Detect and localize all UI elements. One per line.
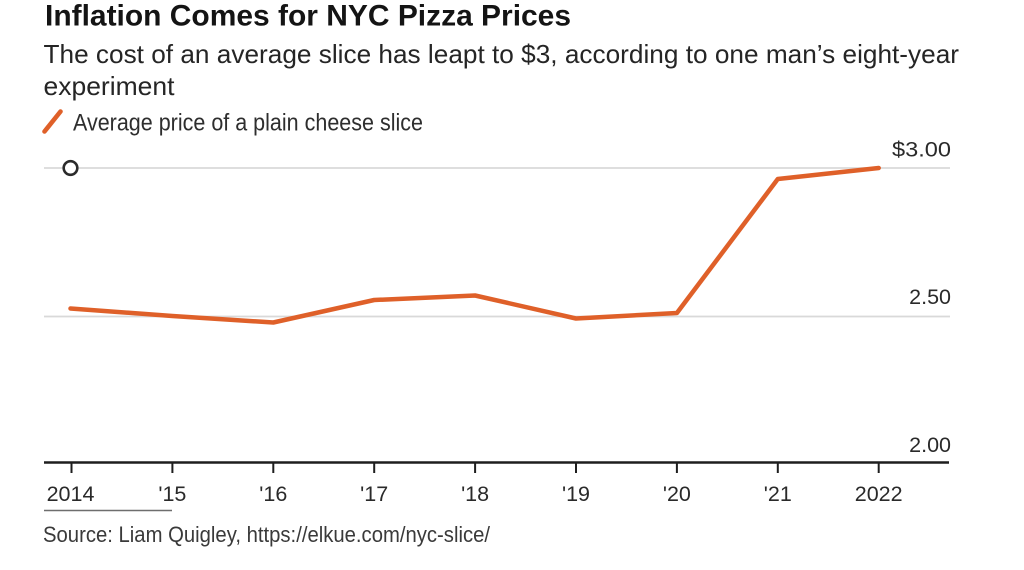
- svg-text:$3.00: $3.00: [892, 138, 951, 162]
- svg-text:'19: '19: [562, 482, 590, 506]
- svg-text:2.50: 2.50: [909, 285, 951, 309]
- svg-text:'20: '20: [663, 482, 691, 506]
- svg-text:2022: 2022: [855, 482, 903, 506]
- svg-text:Inflation Comes for NYC Pizza: Inflation Comes for NYC Pizza Prices: [45, 0, 571, 33]
- svg-text:2.00: 2.00: [909, 433, 951, 457]
- svg-text:'21: '21: [764, 482, 792, 506]
- svg-text:2014: 2014: [47, 482, 95, 506]
- svg-text:experiment: experiment: [44, 71, 176, 101]
- svg-text:'16: '16: [259, 482, 287, 506]
- svg-text:'18: '18: [461, 482, 489, 506]
- svg-text:The cost of an average slice h: The cost of an average slice has leapt t…: [44, 39, 960, 69]
- svg-text:'15: '15: [158, 482, 186, 506]
- svg-text:'17: '17: [360, 482, 388, 506]
- svg-text:Average price of a plain chees: Average price of a plain cheese slice: [73, 110, 423, 137]
- svg-text:Source: Liam Quigley, https://: Source: Liam Quigley, https://elkue.com/…: [43, 522, 491, 547]
